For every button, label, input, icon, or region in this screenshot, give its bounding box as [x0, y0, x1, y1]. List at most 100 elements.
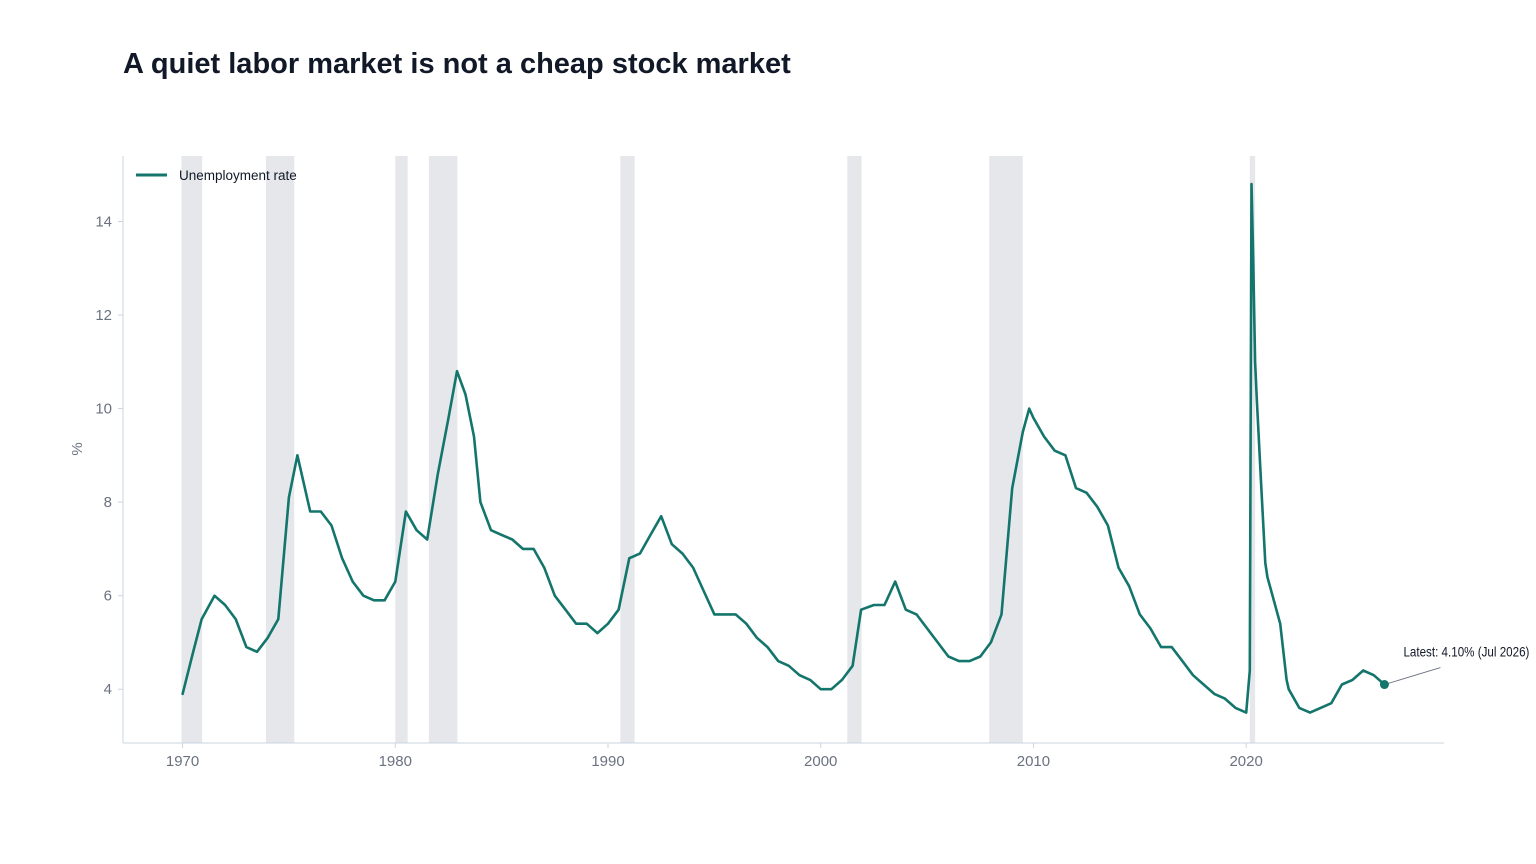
data-point	[511, 538, 513, 540]
data-point	[1330, 702, 1332, 704]
data-point	[1249, 669, 1251, 671]
recession-band-3	[395, 156, 408, 743]
y-tick-label: 10	[95, 401, 112, 418]
data-point	[1264, 562, 1266, 564]
data-point	[1171, 646, 1173, 648]
data-point	[464, 393, 466, 395]
data-point	[426, 538, 428, 540]
y-tick-label: 12	[95, 307, 112, 324]
data-point	[213, 594, 215, 596]
data-point	[703, 590, 705, 592]
x-tick-label: 1980	[379, 753, 412, 770]
data-point	[1285, 679, 1287, 681]
data-point	[979, 655, 981, 657]
data-point	[841, 679, 843, 681]
data-point	[447, 417, 449, 419]
data-point	[1011, 487, 1013, 489]
data-point	[296, 454, 298, 456]
data-point	[479, 501, 481, 503]
data-point	[586, 623, 588, 625]
data-point	[277, 618, 279, 620]
y-tick-label: 14	[95, 213, 112, 230]
data-point	[947, 655, 949, 657]
data-point	[1351, 679, 1353, 681]
data-point	[235, 618, 237, 620]
data-point	[1234, 707, 1236, 709]
data-point	[1149, 627, 1151, 629]
data-point	[894, 580, 896, 582]
data-point	[905, 608, 907, 610]
x-tick-label: 1990	[591, 753, 624, 770]
recession-band-6	[847, 156, 862, 743]
data-point	[415, 529, 417, 531]
recession-band-8	[1249, 156, 1256, 743]
data-point	[1260, 482, 1262, 484]
data-point	[1252, 258, 1254, 260]
data-point	[617, 608, 619, 610]
data-point	[990, 641, 992, 643]
recession-band-2	[265, 156, 295, 743]
data-point	[734, 613, 736, 615]
data-point	[490, 529, 492, 531]
data-point	[1288, 688, 1290, 690]
data-point	[1128, 585, 1130, 587]
data-point	[1319, 707, 1321, 709]
chart-title: A quiet labor market is not a cheap stoc…	[123, 48, 791, 80]
data-point	[1266, 576, 1268, 578]
x-tick-label: 2000	[804, 753, 837, 770]
data-point	[1064, 454, 1066, 456]
annotation-leader-line	[1384, 667, 1441, 685]
data-point	[1054, 449, 1056, 451]
x-tick-label: 2010	[1017, 753, 1050, 770]
x-tick-label: 2020	[1229, 753, 1262, 770]
data-point	[830, 688, 832, 690]
data-point	[192, 651, 194, 653]
data-point	[1202, 683, 1204, 685]
data-point	[320, 510, 322, 512]
data-point	[1279, 623, 1281, 625]
legend-label-unemployment-rate: Unemployment rate	[179, 168, 297, 183]
data-point	[1192, 674, 1194, 676]
data-points	[181, 183, 1385, 714]
data-point	[554, 594, 556, 596]
y-axis-ticks: 4 6 8 10 12 14	[95, 213, 123, 698]
data-point	[1373, 674, 1375, 676]
data-point	[1032, 417, 1034, 419]
data-point	[958, 660, 960, 662]
data-point	[1245, 711, 1247, 713]
data-point	[692, 566, 694, 568]
data-point	[607, 623, 609, 625]
y-tick-label: 8	[104, 494, 112, 511]
data-point	[1309, 711, 1311, 713]
data-point	[1254, 361, 1256, 363]
data-point	[937, 641, 939, 643]
axes	[122, 156, 1444, 744]
data-point	[681, 552, 683, 554]
data-point	[851, 665, 853, 667]
data-point	[456, 370, 458, 372]
recession-band-1	[181, 156, 203, 743]
data-point	[1107, 524, 1109, 526]
recession-band-7	[989, 156, 1023, 743]
recession-band-5	[620, 156, 635, 743]
y-tick-label: 4	[104, 681, 112, 698]
data-point	[1117, 566, 1119, 568]
data-point	[181, 693, 183, 695]
data-point	[1213, 693, 1215, 695]
latest-point-marker	[1379, 680, 1389, 690]
x-axis-ticks: 1970 1980 1990 2000 2010 2020	[166, 743, 1263, 770]
data-point	[309, 510, 311, 512]
data-point	[1085, 492, 1087, 494]
data-point	[1341, 683, 1343, 685]
data-point	[1160, 646, 1162, 648]
data-point	[639, 552, 641, 554]
data-point	[1139, 613, 1141, 615]
annotation-label: Latest: 4.10% (Jul 2026)	[1403, 644, 1529, 660]
data-point	[766, 646, 768, 648]
data-point	[671, 543, 673, 545]
data-point	[756, 637, 758, 639]
data-point	[575, 623, 577, 625]
data-point	[245, 646, 247, 648]
data-point	[1362, 669, 1364, 671]
data-point	[1273, 599, 1275, 601]
